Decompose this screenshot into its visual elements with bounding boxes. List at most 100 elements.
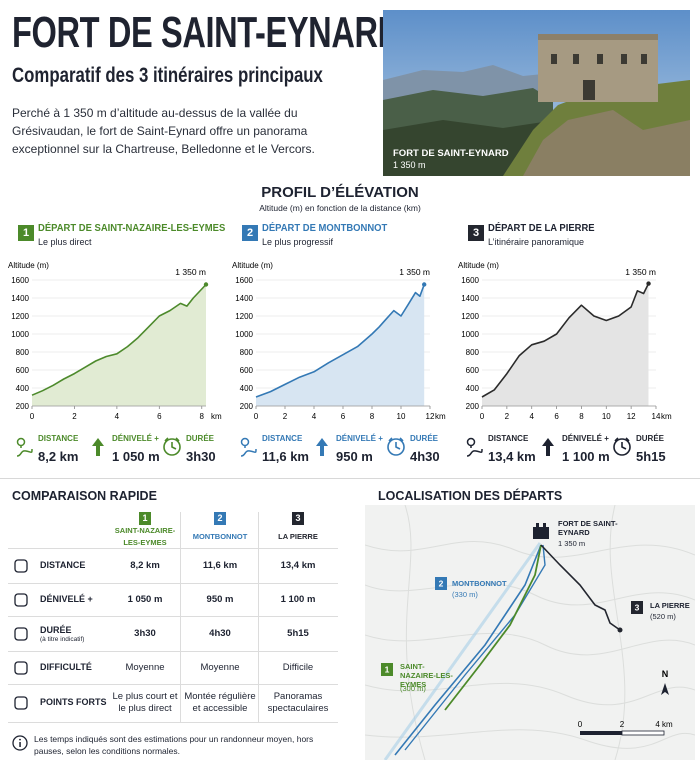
stat-icon [92,438,104,456]
row-label: DIFFICULTÉ [40,661,92,672]
row-border [8,722,338,723]
start-altitude: (300 m) [400,684,426,693]
x-tick-label: 12 [627,412,636,421]
start-altitude: (520 m) [650,612,676,621]
fort-label: FORT DE SAINT-EYNARD [558,519,618,537]
column-name: SAINT-NAZAIRE-LES-EYMES [114,526,176,547]
y-tick-label: 400 [466,384,480,393]
annotation: 1 350 m [399,267,430,277]
stat-label: DISTANCE [38,434,79,443]
x-tick-label: 10 [397,412,406,421]
y-tick-label: 1400 [461,294,479,303]
route-name: DÉPART DE SAINT-NAZAIRE-LES-EYMES [38,222,226,234]
stat-label: DURÉE [636,434,665,443]
line [481,283,650,398]
scale-label: 2 [620,720,625,729]
start-label: SAINT-NAZAIRE-LES-EYMES [400,662,453,689]
row-icon [14,592,28,607]
y-tick-label: 1400 [11,294,29,303]
column-number: 3 [292,512,304,525]
x-tick-label: 0 [30,412,35,421]
route-name: DÉPART DE LA PIERRE [488,222,595,234]
stat-label: DISTANCE [262,434,303,443]
x-tick-label: 2 [505,412,510,421]
stat-icon [316,438,328,456]
divider [0,478,700,479]
start-label: LA PIERRE [650,601,690,610]
icon-part [614,437,630,450]
title: FORT DE SAINT-EYNARD [12,8,401,57]
icon-part [613,438,631,456]
y-axis-label: Altitude (m) [232,261,273,270]
icon-part [163,438,181,456]
photo: FORT DE SAINT-EYNARD 1 350 m [383,10,690,176]
icon-part [240,446,257,457]
x-tick-label: 4 [115,412,120,421]
x-tick-label: 4 [312,412,317,421]
x-tick-label: 4 [529,412,534,421]
row-label: DURÉE [40,624,72,635]
x-tick-label: 6 [157,412,162,421]
y-tick-label: 200 [240,402,254,411]
start-number: 1 [385,664,390,674]
stat-label: DURÉE [186,434,215,443]
stat-icon [542,438,554,456]
stat-icon [16,437,33,457]
y-tick-label: 1400 [235,294,253,303]
icon-part [14,696,28,710]
route-tagline: Le plus progressif [262,237,334,247]
route-tagline: L’itinéraire panoramique [488,237,585,247]
stat-value: 13,4 km [488,449,536,464]
x-tick-label: 10 [602,412,611,421]
icon-part [16,446,33,457]
x-tick-label: 0 [480,412,485,421]
table-cell: 1 100 m [280,593,316,605]
icon-part [466,437,476,447]
table-cell: Moyenne [200,661,240,673]
start-number: 3 [635,602,640,612]
y-tick-label: 200 [466,402,480,411]
table-cell: Le plus court et le plus direct [112,691,178,714]
y-tick-label: 1200 [461,312,479,321]
scale-label: 4 km [655,720,673,729]
stat-icon [387,437,405,456]
intro: Perché à 1 350 m d’altitude au-dessus de… [12,106,315,156]
table-cell: Panoramas spectaculaires [267,691,329,714]
y-tick-label: 200 [16,402,30,411]
table-cell: Difficile [282,661,314,673]
y-tick-label: 1600 [461,276,479,285]
info-icon [12,735,28,751]
icon-part [240,437,250,447]
icon-part [388,437,404,450]
subtitle: Comparatif des 3 itinéraires principaux [12,64,323,87]
y-tick-label: 400 [240,384,254,393]
row-icon [14,558,28,573]
stat-icon [163,437,181,456]
icon-part [92,438,104,456]
stat-label: DISTANCE [488,434,529,443]
start-label: MONTBONNOT [452,579,507,588]
y-tick-label: 400 [16,384,30,393]
annotation: 1 350 m [175,267,206,277]
column-number: 2 [214,512,226,525]
row-border [8,651,338,652]
row-label: DISTANCE [40,559,86,570]
y-tick-label: 1200 [235,312,253,321]
table-cell: Montée régulière et accessible [184,691,256,714]
stat-value: 950 m [336,449,373,464]
x-tick-label: 6 [554,412,559,421]
table-cell: 4h30 [209,627,231,639]
table-cell: 8,2 km [130,559,160,571]
area [256,284,425,406]
row-icon [14,696,28,710]
area [482,283,649,406]
stat-value: 11,6 km [262,449,309,464]
table-cell: 3h30 [134,627,156,639]
stat-label: DÉNIVELÉ + [336,434,383,443]
table-cell: 5h15 [287,627,309,639]
row-border [8,583,338,584]
stat-value: 4h30 [410,449,440,464]
icon-part [316,438,328,456]
stat-value: 3h30 [186,449,216,464]
